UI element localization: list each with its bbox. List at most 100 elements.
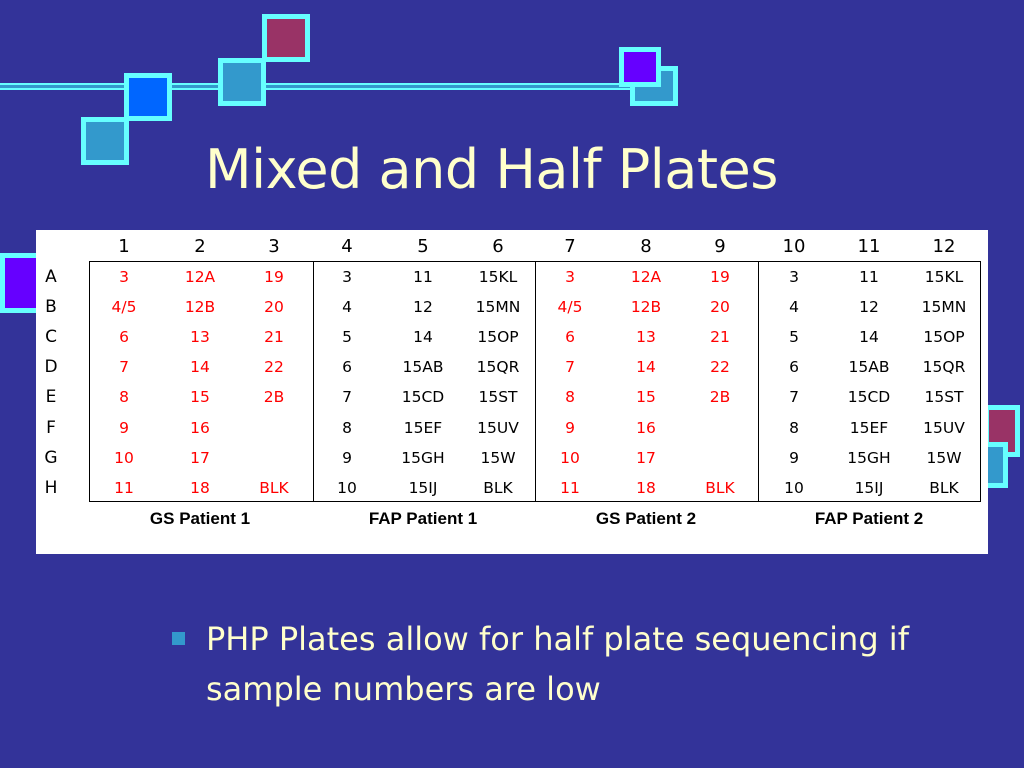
plate-cell: 3 (342, 268, 352, 286)
row-label: B (45, 297, 57, 317)
column-header: 10 (782, 236, 806, 257)
plate-cell: 8 (789, 419, 799, 437)
plate-cell: 15MN (475, 298, 521, 316)
slide-title: Mixed and Half Plates (205, 138, 778, 201)
group-label: FAP Patient 1 (368, 509, 478, 528)
plate-cell: 16 (190, 419, 210, 437)
plate-layout-table: 1 2 3 4 5 6 7 8 9 10 11 12 A B C D E F G H 3 12A 19 3 11 15KL 3 12A… (36, 230, 988, 554)
column-header: 7 (564, 236, 576, 257)
row-label: A (45, 267, 57, 287)
row-label: F (46, 418, 56, 438)
group-divider (535, 261, 536, 502)
plate-cell: 4/5 (111, 298, 137, 316)
plate-cell: 22 (264, 358, 284, 376)
plate-cell: 17 (636, 449, 656, 467)
bullet-square-icon (172, 632, 185, 645)
column-header: 9 (714, 236, 726, 257)
group-label: GS Patient 1 (149, 509, 251, 528)
plate-cell: 9 (342, 449, 352, 467)
group-label: GS Patient 2 (595, 509, 697, 528)
plate-cell: 15MN (921, 298, 967, 316)
plate-cell: 15OP (477, 328, 519, 346)
plate-cell: 5 (789, 328, 799, 346)
plate-cell: 3 (789, 268, 799, 286)
plate-cell: 21 (264, 328, 284, 346)
plate-cell: 15KL (478, 268, 518, 286)
plate-cell: 2B (263, 388, 285, 406)
plate-cell: 20 (264, 298, 284, 316)
plate-cell: 7 (565, 358, 575, 376)
plate-cell: 21 (710, 328, 730, 346)
plate-cell: 10 (560, 449, 580, 467)
decorative-line-top (0, 83, 650, 90)
plate-cell: 4/5 (557, 298, 583, 316)
plate-cell: 15W (480, 449, 516, 467)
group-divider (758, 261, 759, 502)
plate-cell: 6 (565, 328, 575, 346)
plate-cell: BLK (259, 479, 289, 497)
plate-cell: 10 (784, 479, 804, 497)
plate-cell: 11 (560, 479, 580, 497)
plate-cell: 15QR (922, 358, 966, 376)
plate-cell: 13 (190, 328, 210, 346)
plate-cell: 16 (636, 419, 656, 437)
plate-cell: 15IJ (854, 479, 884, 497)
plate-cell: 15 (190, 388, 210, 406)
plate-cell: 22 (710, 358, 730, 376)
plate-cell: 12A (630, 268, 662, 286)
column-header: 4 (341, 236, 353, 257)
plate-cell: 6 (342, 358, 352, 376)
column-header: 3 (268, 236, 280, 257)
decorative-square (262, 14, 310, 62)
plate-cell: 15CD (847, 388, 891, 406)
column-header: 1 (118, 236, 130, 257)
column-header: 12 (932, 236, 956, 257)
decorative-square (218, 58, 266, 106)
bullet-text: PHP Plates allow for half plate sequenci… (206, 620, 909, 708)
plate-cell: 9 (789, 449, 799, 467)
plate-cell: 18 (636, 479, 656, 497)
plate-cell: 19 (710, 268, 730, 286)
plate-cell: 9 (565, 419, 575, 437)
plate-cell: 6 (119, 328, 129, 346)
plate-cell: 15 (636, 388, 656, 406)
plate-cell: 12B (184, 298, 216, 316)
plate-cell: 14 (636, 358, 656, 376)
plate-cell: 12A (184, 268, 216, 286)
plate-cell: 15GH (847, 449, 891, 467)
plate-cell: 20 (710, 298, 730, 316)
plate-cell: 8 (342, 419, 352, 437)
plate-cell: 9 (119, 419, 129, 437)
plate-cell: 8 (119, 388, 129, 406)
column-header: 6 (492, 236, 504, 257)
plate-cell: 15UV (923, 419, 965, 437)
plate-cell: 13 (636, 328, 656, 346)
plate-cell: 15ST (924, 388, 964, 406)
plate-cell: 3 (565, 268, 575, 286)
plate-cell: 11 (859, 268, 879, 286)
plate-cell: 15CD (401, 388, 445, 406)
plate-cell: 15QR (476, 358, 520, 376)
row-label: H (44, 478, 58, 498)
plate-cell: 15EF (849, 419, 889, 437)
group-divider (313, 261, 314, 502)
plate-cell: 2B (709, 388, 731, 406)
column-header: 5 (417, 236, 429, 257)
column-header: 11 (857, 236, 881, 257)
decorative-square (619, 47, 661, 87)
plate-cell: 15W (926, 449, 962, 467)
plate-cell: 15IJ (408, 479, 438, 497)
row-label: G (44, 448, 58, 468)
plate-cell: 18 (190, 479, 210, 497)
plate-cell: 15EF (403, 419, 443, 437)
plate-cell: 6 (789, 358, 799, 376)
plate-cell: 15UV (477, 419, 519, 437)
plate-cell: 14 (413, 328, 433, 346)
plate-cell: 3 (119, 268, 129, 286)
plate-cell: 15GH (401, 449, 445, 467)
row-label: C (45, 327, 57, 347)
plate-cell: 12B (630, 298, 662, 316)
plate-cell: BLK (705, 479, 735, 497)
plate-cell: 7 (119, 358, 129, 376)
plate-cell: 12 (859, 298, 879, 316)
